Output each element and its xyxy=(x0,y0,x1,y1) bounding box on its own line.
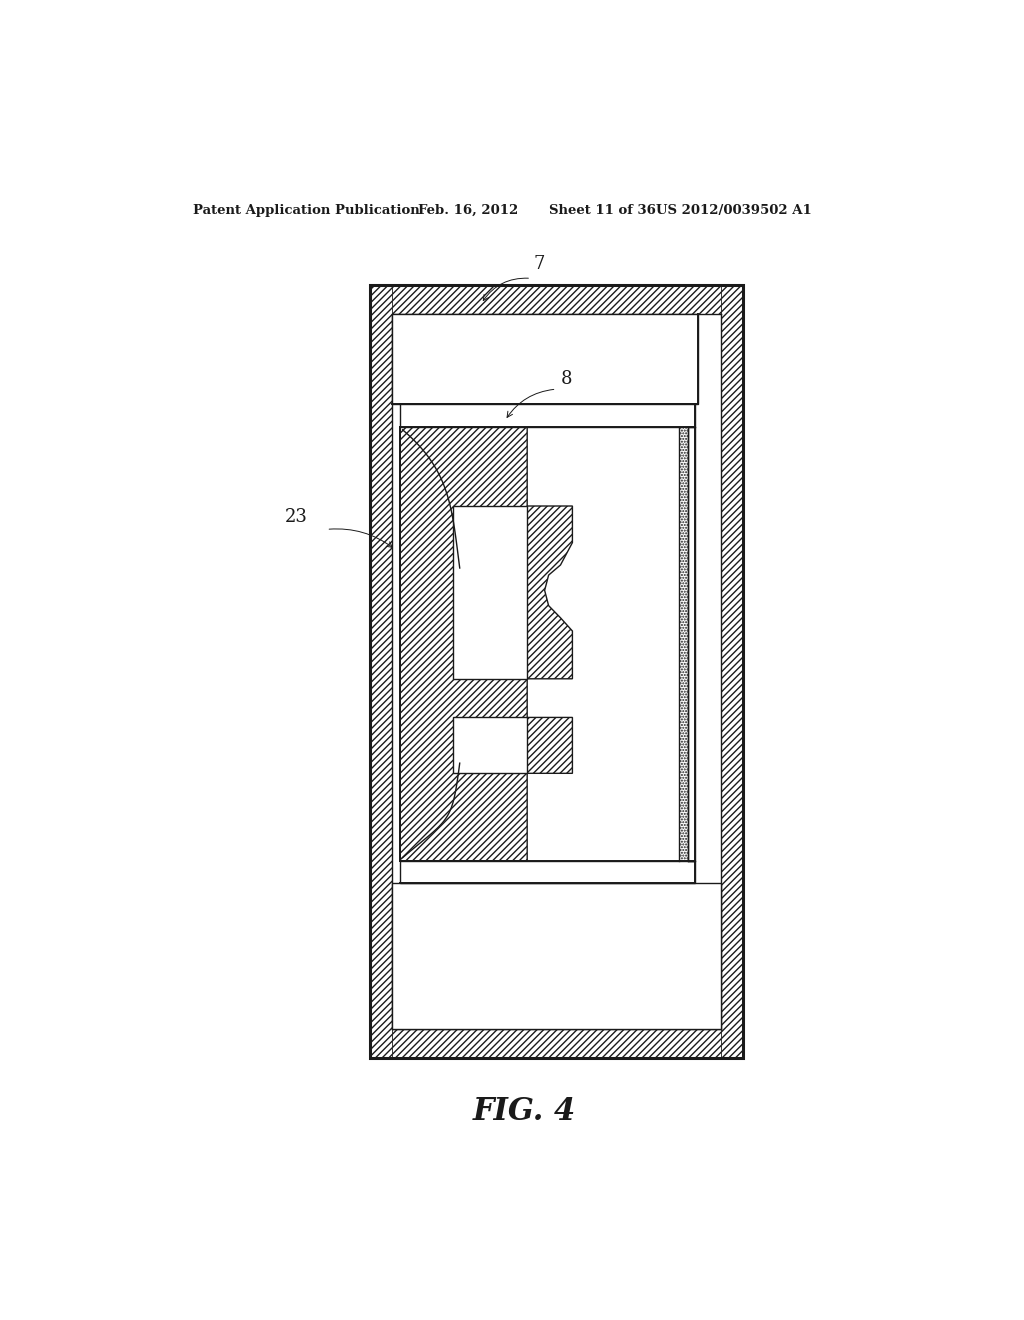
Text: 7: 7 xyxy=(534,255,545,273)
Bar xyxy=(679,426,688,861)
Bar xyxy=(688,426,695,861)
Bar xyxy=(400,861,695,883)
Text: Feb. 16, 2012: Feb. 16, 2012 xyxy=(418,205,518,216)
Bar xyxy=(370,285,743,314)
Text: FIG. 4: FIG. 4 xyxy=(473,1097,577,1127)
Text: Patent Application Publication: Patent Application Publication xyxy=(194,205,420,216)
Bar xyxy=(392,314,697,404)
Bar xyxy=(370,285,392,1057)
Text: 8: 8 xyxy=(561,370,572,388)
Bar xyxy=(370,1030,743,1057)
Polygon shape xyxy=(400,426,572,861)
Bar xyxy=(454,506,527,678)
Bar xyxy=(392,883,721,1030)
Bar xyxy=(721,285,743,1057)
Bar xyxy=(370,285,743,1057)
Text: US 2012/0039502 A1: US 2012/0039502 A1 xyxy=(655,205,811,216)
Text: 23: 23 xyxy=(285,508,307,527)
Bar xyxy=(454,718,527,774)
Bar xyxy=(400,404,695,426)
Text: Sheet 11 of 36: Sheet 11 of 36 xyxy=(549,205,655,216)
